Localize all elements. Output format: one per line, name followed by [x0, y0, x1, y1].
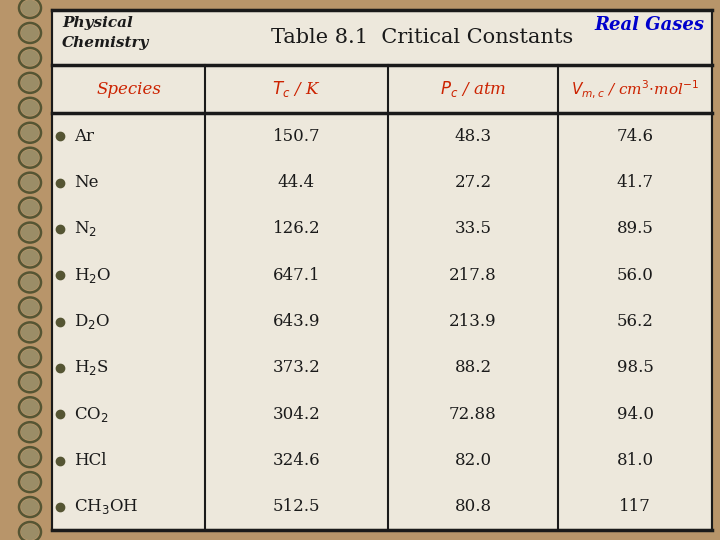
Ellipse shape — [21, 125, 39, 141]
Text: CO$_2$: CO$_2$ — [74, 404, 109, 424]
Ellipse shape — [21, 349, 39, 366]
Text: Chemistry: Chemistry — [62, 36, 149, 50]
Text: Table 8.1  Critical Constants: Table 8.1 Critical Constants — [271, 28, 573, 47]
Ellipse shape — [21, 174, 39, 191]
Text: 72.88: 72.88 — [449, 406, 497, 423]
Ellipse shape — [21, 274, 39, 291]
Ellipse shape — [21, 50, 39, 66]
Ellipse shape — [21, 449, 39, 465]
Text: 33.5: 33.5 — [454, 220, 492, 238]
Ellipse shape — [21, 374, 39, 390]
Ellipse shape — [21, 299, 39, 315]
Text: HCl: HCl — [74, 452, 107, 469]
Text: 80.8: 80.8 — [454, 498, 492, 515]
Text: 117: 117 — [619, 498, 651, 515]
Ellipse shape — [21, 499, 39, 515]
Text: 81.0: 81.0 — [616, 452, 654, 469]
Text: $T_c$ / K: $T_c$ / K — [272, 79, 320, 99]
Ellipse shape — [21, 25, 39, 41]
Text: 647.1: 647.1 — [273, 267, 320, 284]
Text: D$_2$O: D$_2$O — [74, 312, 110, 331]
Text: 82.0: 82.0 — [454, 452, 492, 469]
Ellipse shape — [21, 424, 39, 440]
Text: 217.8: 217.8 — [449, 267, 497, 284]
Text: Ar: Ar — [74, 127, 94, 145]
Text: 44.4: 44.4 — [278, 174, 315, 191]
Text: 512.5: 512.5 — [273, 498, 320, 515]
Text: Ne: Ne — [74, 174, 99, 191]
Text: 48.3: 48.3 — [454, 127, 492, 145]
Text: 213.9: 213.9 — [449, 313, 497, 330]
Text: 56.0: 56.0 — [616, 267, 654, 284]
Text: 150.7: 150.7 — [273, 127, 320, 145]
Ellipse shape — [21, 399, 39, 415]
Ellipse shape — [21, 0, 39, 16]
Text: H$_2$O: H$_2$O — [74, 266, 111, 285]
Text: $V_{m,c}$ / cm$^3$$\cdot$mol$^{-1}$: $V_{m,c}$ / cm$^3$$\cdot$mol$^{-1}$ — [571, 78, 699, 100]
Text: CH$_3$OH: CH$_3$OH — [74, 497, 138, 516]
Ellipse shape — [21, 225, 39, 241]
Text: 304.2: 304.2 — [273, 406, 320, 423]
Text: Real Gases: Real Gases — [594, 16, 704, 34]
Ellipse shape — [21, 75, 39, 91]
Ellipse shape — [21, 150, 39, 166]
Text: 94.0: 94.0 — [616, 406, 654, 423]
Text: 27.2: 27.2 — [454, 174, 492, 191]
Ellipse shape — [21, 100, 39, 116]
Text: Species: Species — [96, 80, 161, 98]
Text: 89.5: 89.5 — [616, 220, 654, 238]
Text: N$_2$: N$_2$ — [74, 219, 97, 238]
Text: 643.9: 643.9 — [273, 313, 320, 330]
Text: 41.7: 41.7 — [616, 174, 654, 191]
Text: Physical: Physical — [62, 16, 132, 30]
Ellipse shape — [21, 474, 39, 490]
Text: 373.2: 373.2 — [273, 359, 320, 376]
Ellipse shape — [21, 249, 39, 266]
Text: H$_2$S: H$_2$S — [74, 359, 109, 377]
Text: 324.6: 324.6 — [273, 452, 320, 469]
Text: 98.5: 98.5 — [616, 359, 654, 376]
Text: 56.2: 56.2 — [616, 313, 654, 330]
Ellipse shape — [21, 524, 39, 540]
Ellipse shape — [21, 200, 39, 215]
Text: 88.2: 88.2 — [454, 359, 492, 376]
Text: $P_c$ / atm: $P_c$ / atm — [440, 79, 506, 99]
Text: 126.2: 126.2 — [273, 220, 320, 238]
Ellipse shape — [21, 325, 39, 340]
Text: 74.6: 74.6 — [616, 127, 654, 145]
FancyBboxPatch shape — [52, 10, 712, 530]
